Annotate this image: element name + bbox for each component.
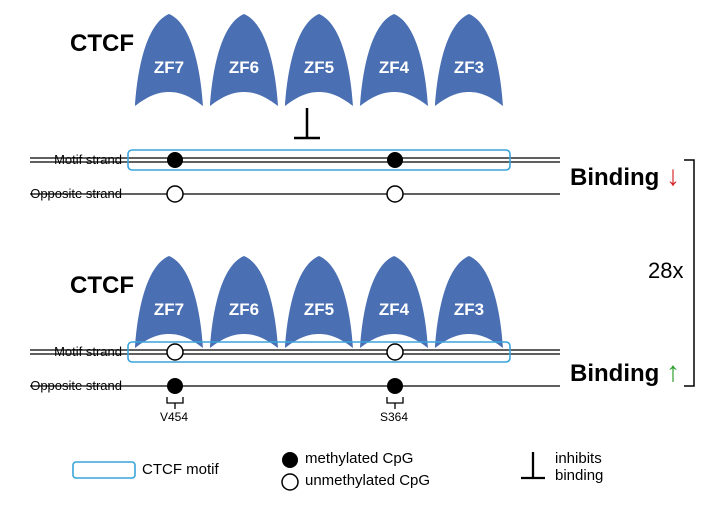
ctcf-motif-box-1 [128, 150, 510, 170]
legend-motif-box [72, 461, 136, 479]
legend-motif-text: CTCF motif [142, 461, 219, 478]
legend-inhibits-icon [520, 452, 546, 484]
legend-methylated-text: methylated CpG [305, 450, 413, 467]
legend-methylated-icon [280, 450, 300, 470]
zf-label: ZF3 [454, 58, 484, 77]
binding-label-1: Binding ↓ [570, 160, 680, 192]
ctcf-label-top: CTCF [70, 30, 134, 58]
ratio-label: 28x [648, 258, 683, 284]
down-arrow-icon: ↓ [666, 160, 680, 191]
legend-unmethylated-icon [280, 472, 300, 492]
legend-inhibits-text: inhibits binding [555, 450, 603, 485]
zf-label: ZF6 [229, 58, 259, 77]
ctcf-label-bottom: CTCF [70, 272, 134, 300]
panel-1-dna [30, 145, 560, 205]
zf-label: ZF6 [229, 300, 259, 319]
zf-label: ZF5 [304, 300, 334, 319]
zf-label: ZF7 [154, 58, 184, 77]
inhibition-symbol [292, 108, 322, 144]
comparison-bracket [682, 158, 702, 388]
binding-label-2: Binding ↑ [570, 356, 680, 388]
zf-label: ZF5 [304, 58, 334, 77]
up-arrow-icon: ↑ [666, 356, 680, 387]
residue-left: V454 [160, 410, 188, 424]
zf-label: ZF7 [154, 300, 184, 319]
residue-right: S364 [380, 410, 408, 424]
panel-2-dna [30, 337, 560, 415]
legend-unmethylated-text: unmethylated CpG [305, 472, 430, 489]
ctcf-motif-box-2 [128, 342, 510, 362]
zf-row-bottom: ZF7 ZF6 ZF5 ZF4 ZF3 [135, 256, 505, 348]
zf-label: ZF3 [454, 300, 484, 319]
zf-row-top: ZF7 ZF6 ZF5 ZF4 ZF3 [135, 14, 505, 106]
zf-label: ZF4 [379, 58, 410, 77]
zf-label: ZF4 [379, 300, 410, 319]
